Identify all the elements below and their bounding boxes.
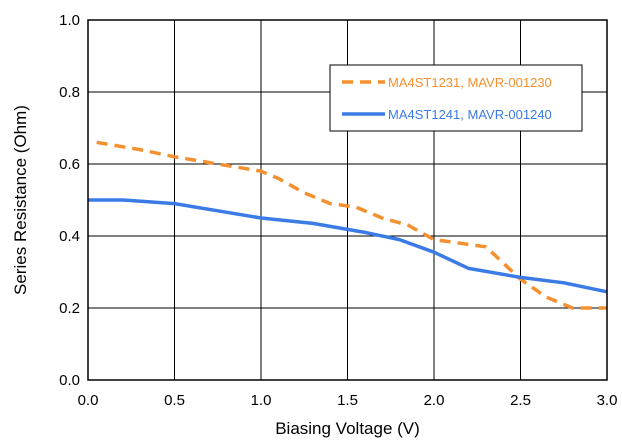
x-tick-label: 0.0 — [78, 392, 99, 409]
y-tick-label: 0.8 — [59, 84, 80, 101]
series-line-2 — [88, 198, 608, 294]
x-tick-label: 2.5 — [510, 392, 531, 409]
series-line-1 — [96, 140, 607, 310]
y-tick-label: 0.0 — [59, 372, 80, 389]
x-tick-label: 0.5 — [164, 392, 185, 409]
legend: MA4ST1231, MAVR-001230 MA4ST1241, MAVR-00… — [329, 64, 583, 132]
y-axis-label: Series Resistance (Ohm) — [11, 105, 30, 295]
x-tick-label: 1.0 — [251, 392, 272, 409]
plot-area — [87, 19, 608, 381]
x-tick-label: 3.0 — [597, 392, 618, 409]
y-tick-label: 1.0 — [59, 12, 80, 29]
tick-labels: 0.0 0.5 1.0 1.5 2.0 2.5 3.0 0.0 0.2 0.4 0.6 0.8 1.0 — [59, 12, 617, 409]
y-tick-label: 0.6 — [59, 156, 80, 173]
legend-box — [329, 64, 583, 132]
y-tick-label: 0.4 — [59, 228, 80, 245]
x-tick-label: 1.5 — [337, 392, 358, 409]
legend-label-1: MA4ST1231, MAVR-001230 — [388, 75, 552, 90]
series-layer — [88, 140, 608, 310]
x-tick-label: 2.0 — [424, 392, 445, 409]
y-tick-label: 0.2 — [59, 300, 80, 317]
legend-label-2: MA4ST1241, MAVR-001240 — [388, 107, 552, 122]
x-axis-label: Biasing Voltage (V) — [275, 419, 420, 438]
